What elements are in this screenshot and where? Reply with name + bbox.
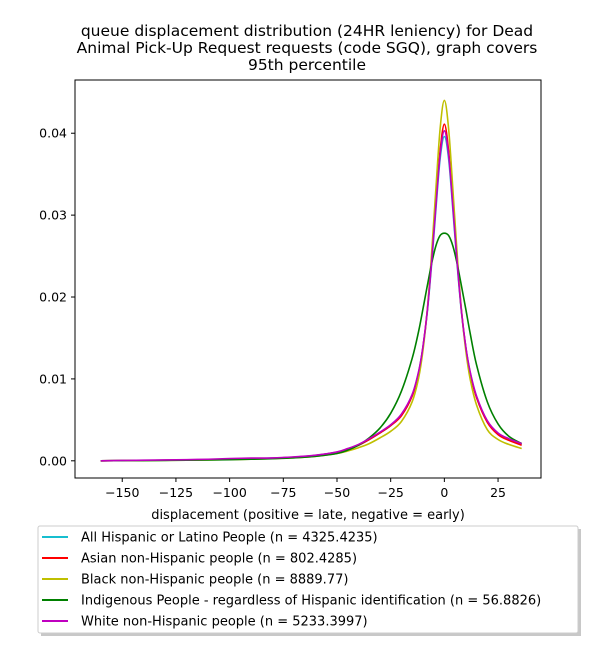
legend-entries: All Hispanic or Latino People (n = 4325.… [42,531,541,630]
x-tick-label: 0 [440,485,448,500]
chart-title-line-3: 95th percentile [248,56,366,74]
series-line-4 [100,232,523,462]
chart-title-line-1: queue displacement distribution (24HR le… [81,22,533,40]
chart-title-line-2: Animal Pick-Up Request requests (code SG… [77,39,538,57]
x-tick-label: −150 [105,485,139,500]
y-axis-ticks: 0.00 0.01 0.02 0.03 0.04 [39,126,75,468]
legend-label-2: Asian non-Hispanic people (n = 802.4285) [81,552,357,567]
series-lines [100,99,523,462]
chart-title: queue displacement distribution (24HR le… [77,22,538,74]
y-tick-label: 0.04 [39,126,67,141]
y-tick-label: 0.03 [39,208,67,223]
y-tick-label: 0.00 [39,453,67,468]
y-tick-label: 0.02 [39,290,67,305]
x-tick-label: −50 [324,485,350,500]
series-line-2 [100,123,522,462]
x-tick-label: −75 [270,485,296,500]
legend-label-4: Indigenous People - regardless of Hispan… [81,594,541,609]
x-tick-label: −25 [377,485,403,500]
x-tick-label: −125 [159,485,193,500]
legend: All Hispanic or Latino People (n = 4325.… [37,525,581,636]
x-tick-label: 25 [490,485,506,500]
legend-box [37,525,579,634]
plot-area-frame [74,79,542,479]
legend-label-3: Black non-Hispanic people (n = 8889.77) [81,573,348,588]
y-tick-label: 0.01 [39,371,67,386]
x-axis-label: displacement (positive = late, negative … [151,508,465,523]
series-line-1 [100,135,522,462]
legend-label-5: White non-Hispanic people (n = 5233.3997… [81,615,368,630]
series-line-5 [100,129,522,462]
x-axis-ticks: −150 −125 −100 −75 −50 −25 0 25 [105,478,506,500]
legend-label-1: All Hispanic or Latino People (n = 4325.… [81,531,378,546]
x-tick-label: −100 [212,485,246,500]
